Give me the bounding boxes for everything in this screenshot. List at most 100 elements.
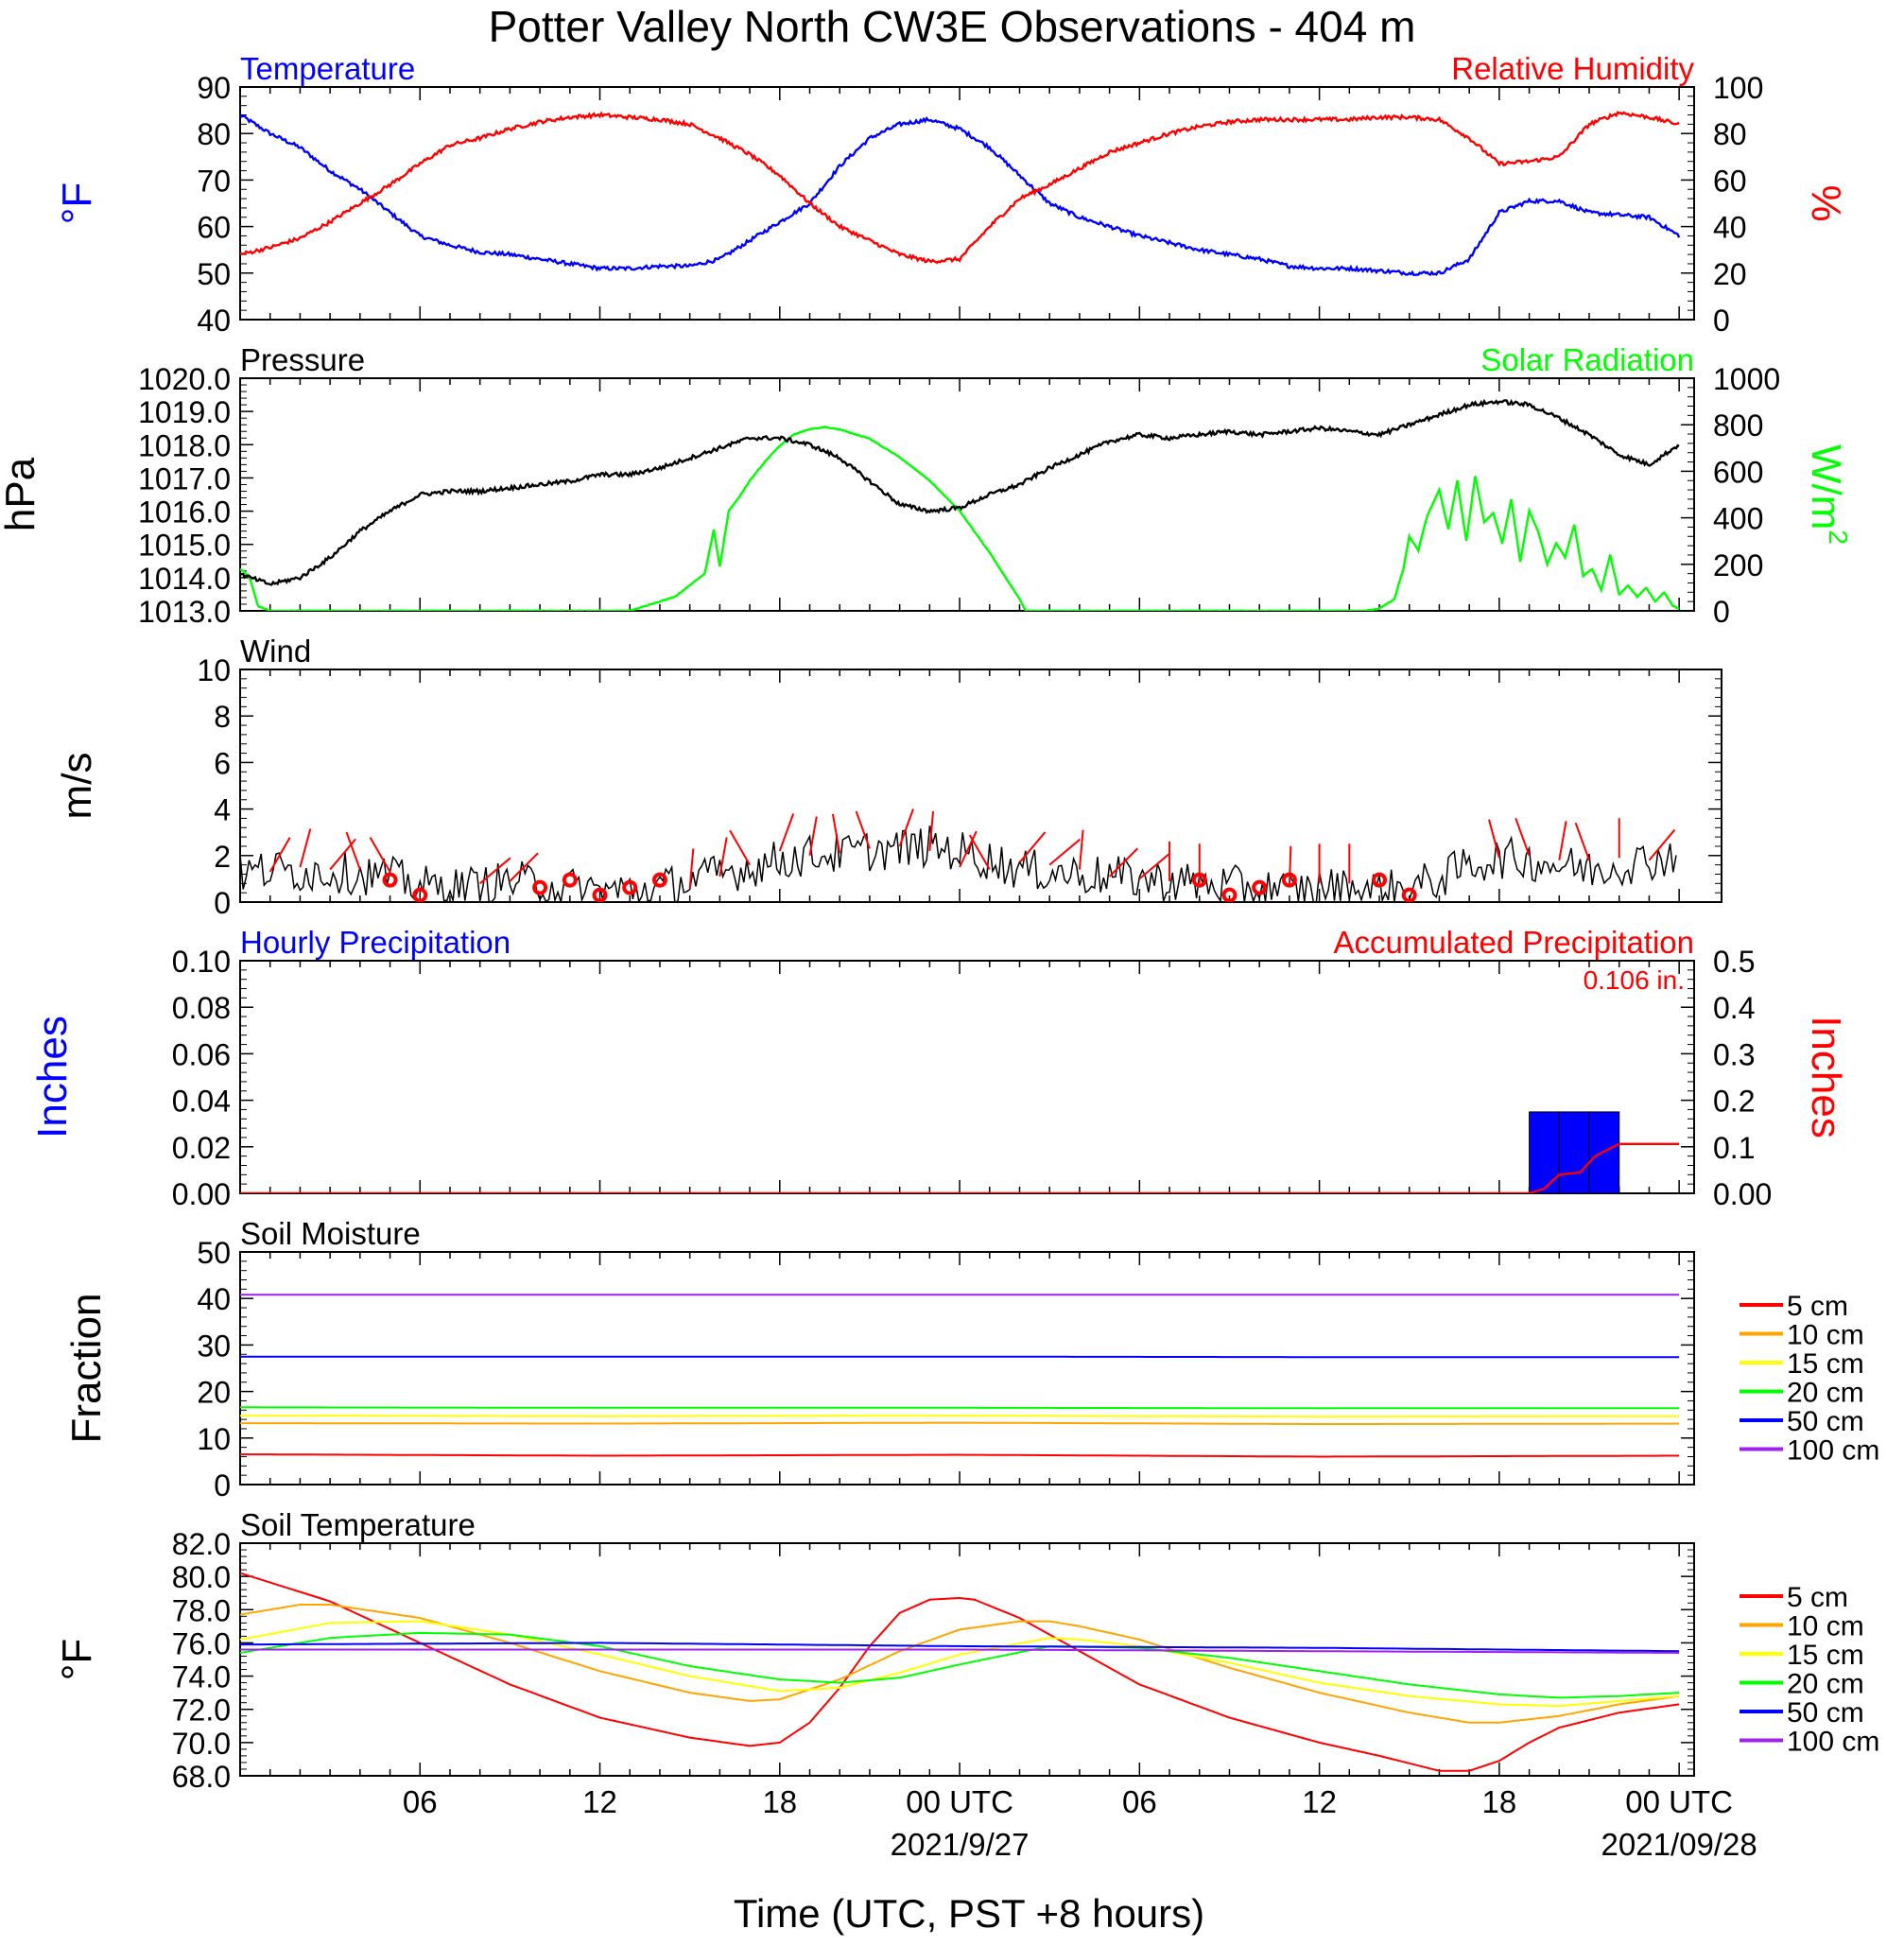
y-tick-label-left: 1020.0 (138, 362, 231, 396)
wind-barb (1108, 847, 1139, 877)
calm-marker (382, 872, 398, 888)
y-tick-label-right: 400 (1713, 502, 1763, 536)
calm-marker (651, 872, 667, 888)
y-tick-label-left: 0 (214, 886, 231, 920)
panel-title-left: Soil Temperature (240, 1507, 476, 1542)
panel-soil-temperature: 68.070.072.074.076.078.080.082.0 Soil Tem… (54, 1507, 1879, 1794)
plot-area (240, 1572, 1680, 1772)
y-tick-label-right: 0.00 (1713, 1177, 1772, 1211)
y-tick-label-left: 2 (214, 840, 231, 874)
wind-barb (778, 813, 795, 852)
x-date-label: 2021/09/28 (1601, 1827, 1757, 1862)
calm-marker (622, 879, 638, 895)
wind-barb (968, 834, 991, 871)
calm-marker (1281, 872, 1297, 888)
y-axis-label-left: °F (54, 182, 100, 224)
y-tick-label-left: 50 (197, 1236, 231, 1270)
wind-barb (509, 852, 539, 882)
soil-line (240, 1648, 1680, 1654)
soil-line (240, 1355, 1680, 1359)
y-tick-label-left: 0.04 (172, 1085, 231, 1119)
legend-label: 15 cm (1787, 1640, 1864, 1671)
x-tick-label: 18 (762, 1784, 797, 1819)
panel-precipitation: 0.00 0.02 0.04 0.06 0.08 0.10 0.00 0.1 0.2 0.3 0.4… (29, 925, 1849, 1211)
legend-label: 5 cm (1787, 1582, 1848, 1613)
y-tick-label-left: 1018.0 (138, 428, 231, 462)
y-tick-label-right: 80 (1713, 117, 1747, 151)
wind-barb (1648, 828, 1676, 861)
y-tick-label-right: 20 (1713, 257, 1747, 291)
wind-barb (928, 810, 935, 851)
y-axis-label-right: W/m2 (1803, 444, 1853, 545)
y-tick-label-left: 50 (197, 257, 231, 291)
y-tick-label-right: 0.4 (1713, 991, 1755, 1025)
wind-barb (1138, 852, 1171, 880)
y-tick-label-left: 1015.0 (138, 529, 231, 563)
x-tick-label: 12 (582, 1784, 617, 1819)
calm-marker (532, 879, 548, 895)
calm-marker (412, 887, 428, 902)
y-tick-label-left: 6 (214, 746, 231, 780)
y-axis-label-right: % (1803, 184, 1849, 221)
y-tick-label-right: 200 (1713, 548, 1763, 582)
panel-temperature-rh: 40 50 60 70 80 90 0 20 40 60 80 100 Temperature Relat… (54, 51, 1849, 338)
y-tick-label-right: 60 (1713, 164, 1747, 198)
panel-title-left: Wind (240, 634, 311, 669)
calm-marker (1372, 872, 1388, 888)
wind-barb (729, 829, 751, 866)
y-tick-label-left: 78.0 (172, 1593, 231, 1627)
y-tick-label-left: 8 (214, 700, 231, 734)
soil-line (240, 1421, 1680, 1425)
wind-barb (959, 830, 978, 868)
solar-radiation-line (240, 426, 1680, 611)
legend-label: 50 cm (1787, 1406, 1864, 1437)
y-tick-label-left: 1014.0 (138, 562, 231, 596)
soil-line (240, 1572, 1680, 1772)
wind-barb (808, 816, 818, 856)
y-tick-label-left: 90 (197, 71, 231, 105)
plot-area (240, 398, 1680, 611)
y-tick-label-left: 0.10 (172, 945, 231, 979)
x-axis-label: Time (UTC, PST +8 hours) (734, 1891, 1204, 1936)
y-tick-label-right: 0.1 (1713, 1131, 1755, 1165)
y-tick-label-left: 0 (214, 1468, 231, 1503)
wind-barb (268, 837, 291, 873)
wind-barb (1078, 829, 1084, 870)
y-tick-label-left: 70 (197, 164, 231, 198)
wind-speed-line (240, 825, 1677, 902)
y-tick-label-left: 4 (214, 793, 231, 827)
y-tick-label-right: 0.3 (1713, 1037, 1755, 1071)
x-tick-label: 12 (1302, 1784, 1337, 1819)
x-tick-label: 00 UTC (906, 1784, 1013, 1819)
panel-title-left: Temperature (240, 51, 415, 86)
calm-marker (592, 887, 608, 902)
plot-area (240, 808, 1677, 902)
y-tick-label-left: 0.08 (172, 991, 231, 1025)
pressure-line (240, 398, 1680, 586)
y-tick-label-right: 800 (1713, 408, 1763, 443)
y-tick-label-right: 0 (1713, 304, 1730, 338)
y-tick-label-left: 76.0 (172, 1626, 231, 1660)
panel-title-left: Pressure (240, 342, 365, 377)
x-tick-label: 06 (403, 1784, 438, 1819)
relative-humidity-line (240, 111, 1680, 265)
legend-label: 100 cm (1787, 1727, 1879, 1758)
wind-barb (1558, 821, 1567, 860)
accumulated-total-label: 0.106 in. (1584, 965, 1685, 995)
y-tick-label-right: 100 (1713, 71, 1763, 105)
soil-line (240, 1453, 1680, 1458)
wind-barb (1018, 831, 1047, 863)
legend-label: 100 cm (1787, 1435, 1879, 1467)
y-tick-label-left: 72.0 (172, 1694, 231, 1728)
x-date-label: 2021/9/27 (891, 1827, 1030, 1862)
calm-marker (562, 872, 578, 888)
y-tick-label-left: 80 (197, 117, 231, 151)
y-tick-label-left: 1019.0 (138, 395, 231, 429)
y-tick-label-left: 1013.0 (138, 595, 231, 629)
y-tick-label-left: 0.00 (172, 1177, 231, 1211)
soil-line (240, 1631, 1680, 1699)
